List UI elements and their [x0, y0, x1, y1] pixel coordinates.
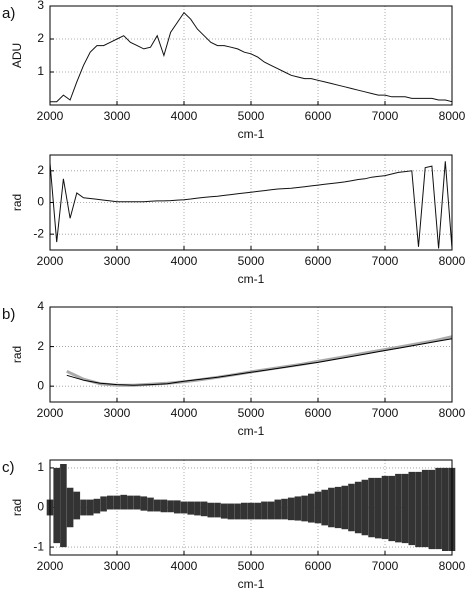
y-tick-label: 2	[37, 163, 44, 177]
x-tick-label: 4000	[171, 254, 198, 268]
x-tick-label: 2000	[37, 109, 64, 123]
y-tick-label: 3	[37, 0, 44, 12]
x-tick-label: 7000	[372, 406, 399, 420]
x-tick-label: 5000	[238, 559, 265, 573]
x-tick-label: 7000	[372, 109, 399, 123]
x-tick-label: 2000	[37, 406, 64, 420]
x-axis-label: cm-1	[238, 127, 265, 141]
x-tick-label: 2000	[37, 254, 64, 268]
y-tick-label: -2	[33, 226, 44, 240]
y-tick-label: 0	[37, 500, 44, 514]
y-axis-label: rad	[10, 499, 24, 516]
x-tick-label: 5000	[238, 406, 265, 420]
x-axis-label: cm-1	[238, 577, 265, 591]
data-line	[49, 161, 453, 249]
y-tick-label: 2	[37, 339, 44, 353]
x-tick-label: 7000	[372, 254, 399, 268]
y-tick-label: 4	[37, 299, 44, 313]
y-tick-label: -1	[33, 539, 44, 553]
x-tick-label: 5000	[238, 109, 265, 123]
x-tick-label: 5000	[238, 254, 265, 268]
panel-label: a)	[2, 5, 15, 22]
x-tick-label: 4000	[171, 559, 198, 573]
x-tick-label: 3000	[104, 109, 131, 123]
x-tick-label: 6000	[305, 109, 332, 123]
y-tick-label: 2	[37, 31, 44, 45]
x-axis-label: cm-1	[238, 424, 265, 438]
x-tick-label: 4000	[171, 406, 198, 420]
data-line	[50, 11, 453, 103]
x-tick-label: 8000	[439, 109, 466, 123]
plot-frame	[49, 306, 453, 403]
x-tick-label: 8000	[439, 406, 466, 420]
y-axis-label: ADU	[10, 43, 24, 68]
x-tick-label: 8000	[439, 254, 466, 268]
y-axis-label: rad	[10, 194, 24, 211]
x-tick-label: 3000	[104, 559, 131, 573]
x-tick-label: 6000	[305, 406, 332, 420]
panel-label: b)	[2, 306, 15, 323]
data-line	[66, 338, 453, 386]
x-tick-label: 3000	[104, 406, 131, 420]
data-line	[66, 335, 453, 387]
x-tick-label: 2000	[37, 559, 64, 573]
y-tick-label: 0	[37, 195, 44, 209]
x-axis-label: cm-1	[238, 272, 265, 286]
y-axis-label: rad	[10, 346, 24, 363]
x-tick-label: 7000	[372, 559, 399, 573]
x-tick-label: 3000	[104, 254, 131, 268]
x-tick-label: 4000	[171, 109, 198, 123]
y-tick-label: 1	[37, 64, 44, 78]
y-tick-label: 1	[37, 460, 44, 474]
y-tick-label: 0	[37, 378, 44, 392]
plot-frame	[49, 459, 453, 556]
plot-frame	[49, 5, 453, 106]
plot-frame	[49, 154, 453, 251]
x-tick-label: 6000	[305, 254, 332, 268]
x-tick-label: 8000	[439, 559, 466, 573]
panel-label: c)	[2, 459, 15, 476]
x-tick-label: 6000	[305, 559, 332, 573]
